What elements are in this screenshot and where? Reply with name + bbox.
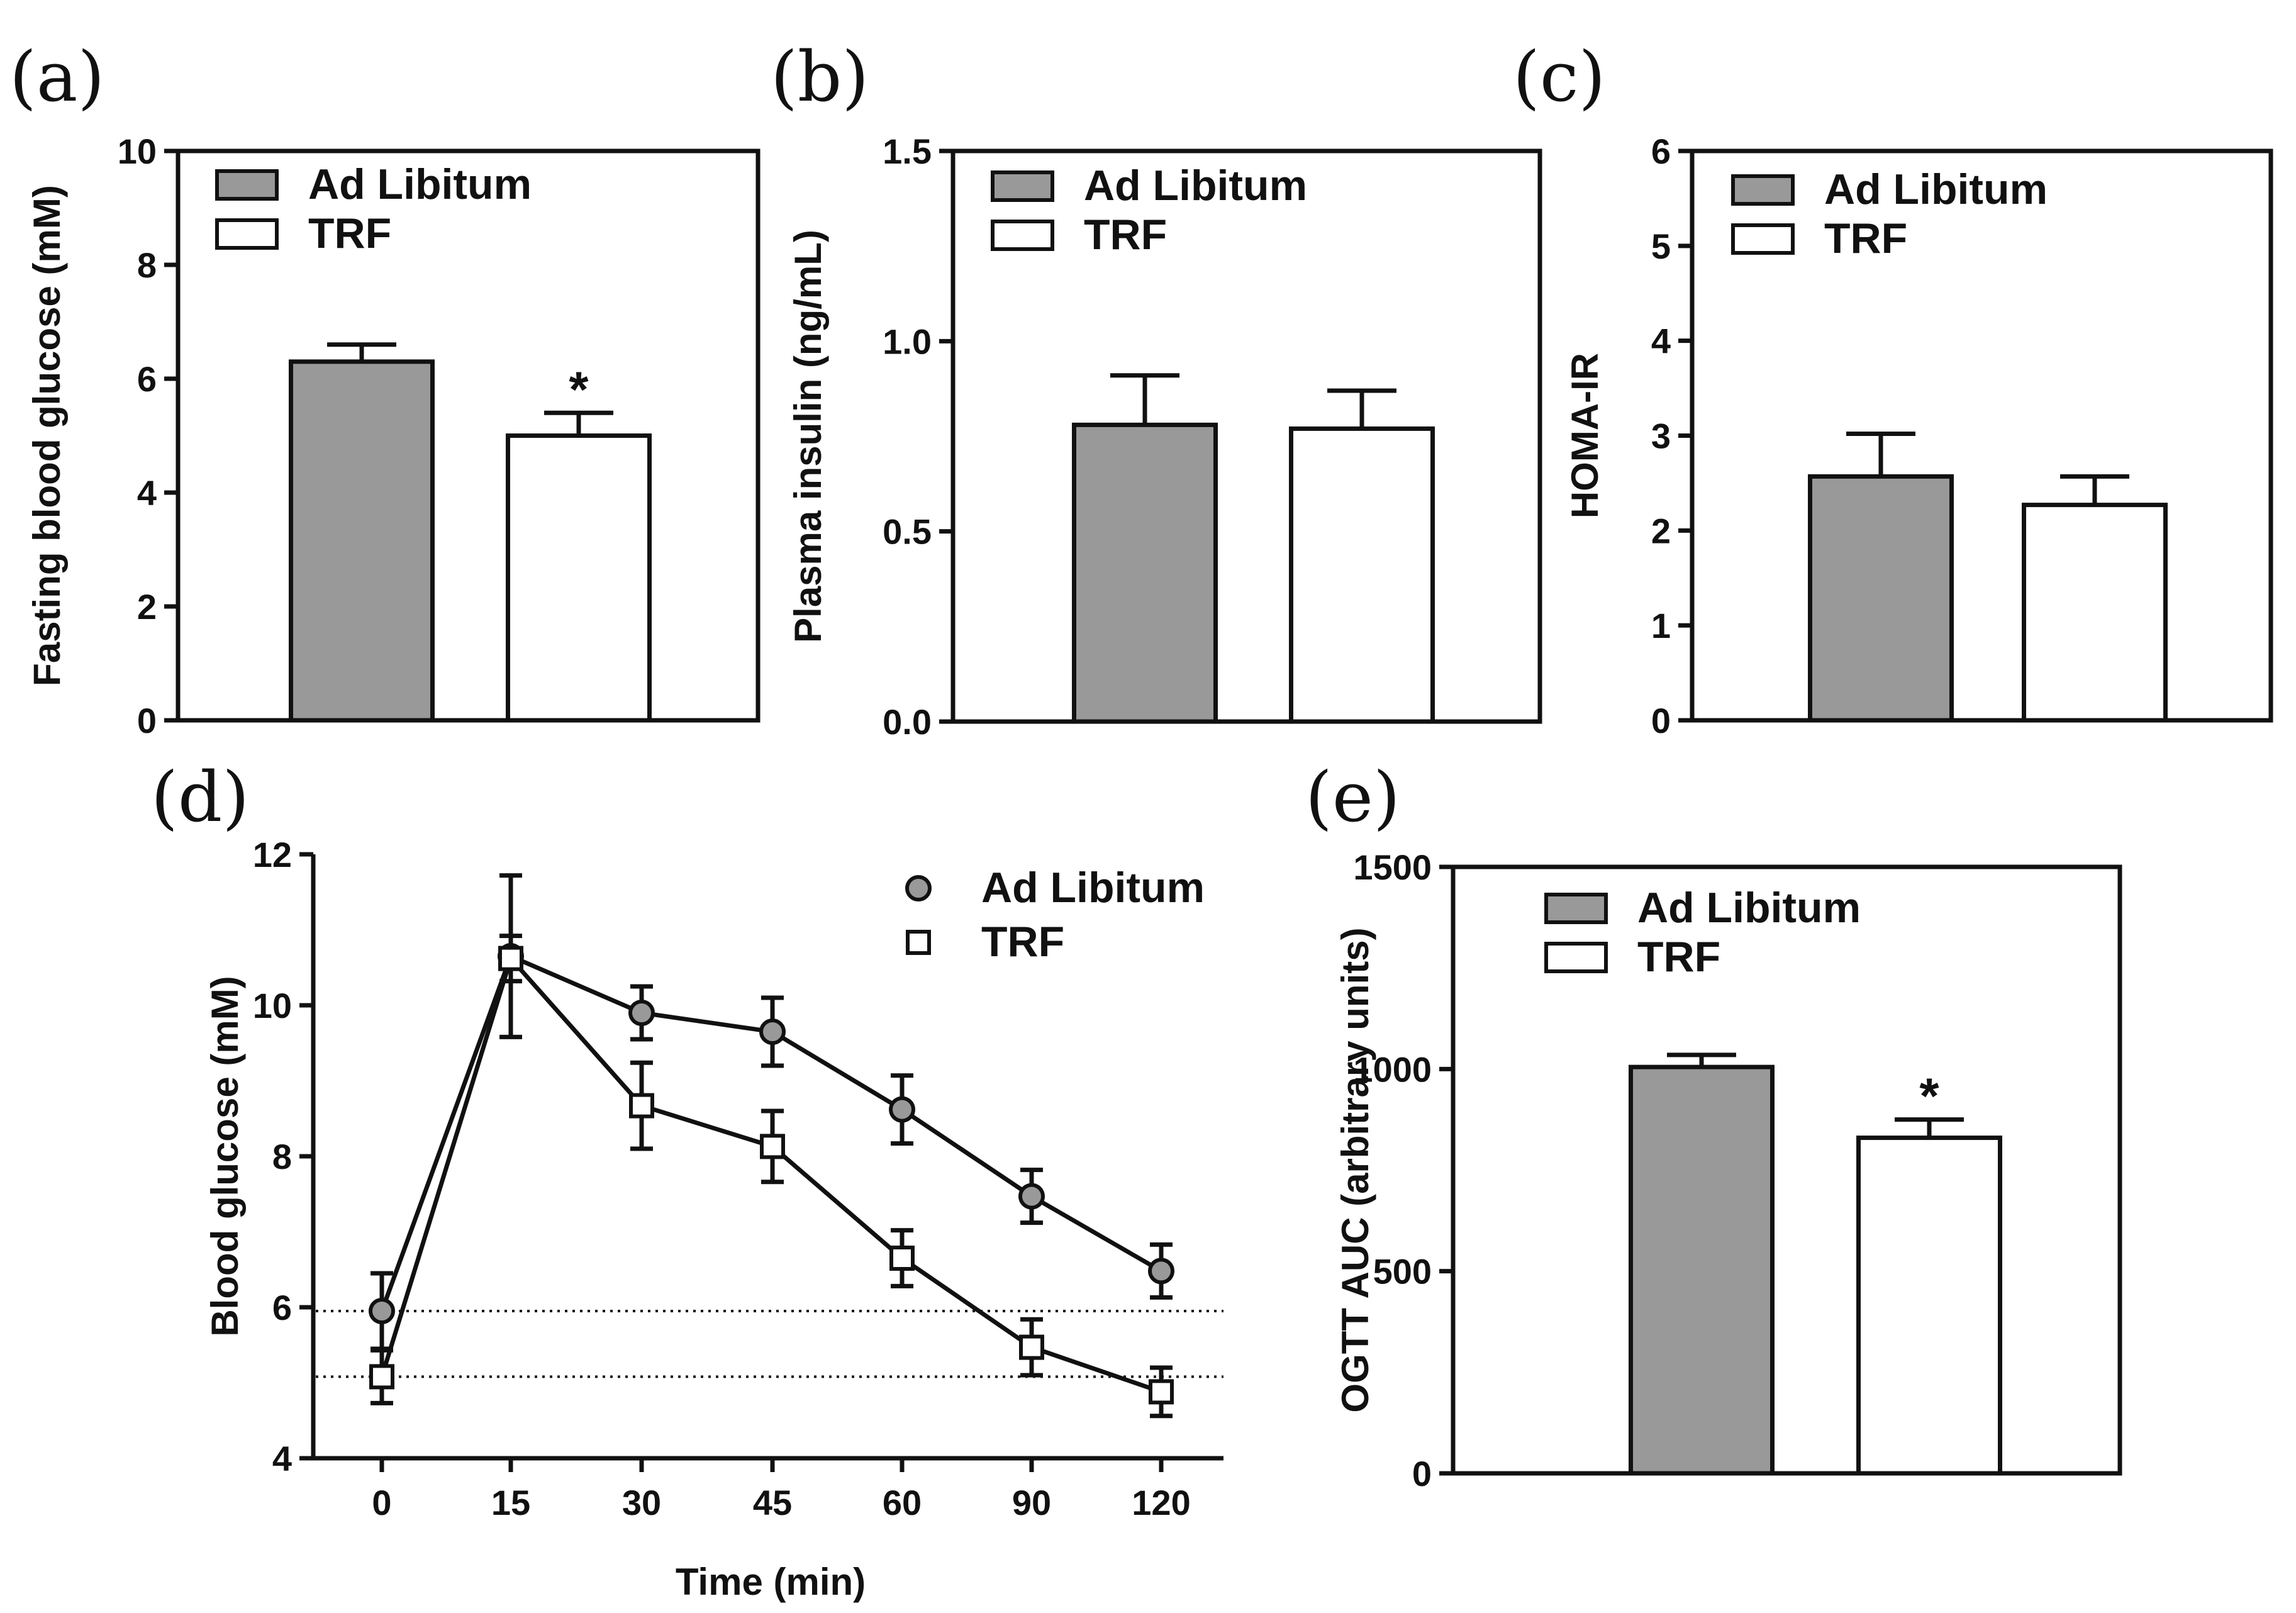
y-tick-label: 8	[137, 245, 157, 285]
panel-plot-frame	[1451, 864, 2122, 1476]
y-tick-label: 10	[118, 131, 157, 171]
data-point-trf	[629, 1093, 654, 1119]
significance-marker: *	[1919, 1068, 1939, 1124]
data-point-ad-libitum	[628, 1000, 655, 1026]
y-tick-label: 2	[137, 587, 157, 627]
panel-letter: (a)	[9, 36, 104, 117]
legend-swatch-ad-libitum	[1544, 893, 1608, 924]
significance-marker: *	[569, 361, 589, 417]
legend-label: Ad Libitum	[308, 160, 532, 208]
y-tick-label: 0	[1651, 701, 1671, 740]
x-tick-label: 90	[1012, 1483, 1051, 1522]
x-axis-title: Time (min)	[676, 1561, 866, 1603]
x-tick-label: 60	[883, 1483, 922, 1522]
y-axis-title: Plasma insulin (ng/mL)	[787, 230, 829, 643]
legend-label: Ad Libitum	[1637, 884, 1861, 932]
y-axis-title: Blood glucose (mM)	[204, 976, 246, 1336]
panel-e: (e) * 0 500 1000 1500 OGTT AUC (arbitrary unit…	[1305, 757, 2122, 1493]
data-point-ad-libitum	[369, 1298, 395, 1324]
legend-swatch-trf	[1544, 942, 1608, 973]
y-tick-label: 1	[1651, 606, 1671, 645]
data-point-trf	[1149, 1379, 1174, 1405]
panel-plot-frame	[176, 148, 761, 723]
y-tick-label: 4	[137, 473, 157, 513]
bar-ad-libitum	[1629, 1064, 1775, 1476]
y-axis-title: HOMA-IR	[1564, 353, 1606, 518]
legend-swatch-trf	[215, 218, 279, 250]
data-point-ad-libitum	[1148, 1258, 1174, 1285]
legend-swatch-trf	[1731, 223, 1795, 255]
y-tick-label: 0.5	[883, 512, 932, 552]
y-tick-label: 6	[1651, 131, 1671, 171]
panel-b: (b) 0.0 0.5 1.0 1.5 Plasma insulin (ng/mL) Ad …	[771, 36, 1542, 742]
x-tick-label: 0	[372, 1483, 391, 1522]
y-tick-label: 1.5	[883, 131, 932, 171]
y-tick-label: 0	[1412, 1454, 1432, 1493]
panel-letter: (e)	[1305, 757, 1400, 837]
bar-ad-libitum	[1072, 422, 1218, 724]
legend-label: Ad Libitum	[1824, 165, 2048, 213]
panel-letter: (d)	[151, 757, 249, 837]
panel-plot-frame	[950, 148, 1542, 724]
data-point-ad-libitum	[1018, 1183, 1045, 1210]
x-tick-label: 45	[753, 1483, 792, 1522]
y-tick-label: 5	[1651, 226, 1671, 266]
x-tick-label: 15	[491, 1483, 530, 1522]
y-tick-label: 4	[1651, 321, 1671, 361]
y-tick-label: 6	[137, 359, 157, 399]
y-tick-label: 0.0	[883, 702, 932, 742]
legend-label: TRF	[981, 918, 1064, 966]
data-point-trf	[369, 1364, 394, 1390]
y-tick-label: 4	[272, 1439, 292, 1478]
y-tick-label: 500	[1373, 1252, 1432, 1292]
y-axis-title: OGTT AUC (arbitrary units)	[1334, 927, 1376, 1412]
legend-label: TRF	[1824, 215, 1907, 262]
bar-trf	[506, 433, 652, 723]
legend-label: TRF	[308, 209, 391, 257]
data-point-trf	[760, 1134, 785, 1159]
y-tick-label: 1500	[1353, 847, 1432, 887]
panel-letter: (b)	[771, 36, 869, 117]
data-point-trf	[889, 1246, 915, 1271]
bar-trf	[1856, 1136, 2002, 1476]
y-tick-label: 1.0	[883, 321, 932, 361]
legend-label: Ad Libitum	[981, 864, 1205, 912]
bar-trf	[1289, 426, 1435, 724]
x-tick-label: 30	[622, 1483, 661, 1522]
x-tick-label: 120	[1132, 1483, 1190, 1522]
bar-ad-libitum	[1808, 474, 1954, 723]
y-tick-label: 3	[1651, 416, 1671, 456]
y-tick-label: 8	[272, 1137, 292, 1176]
data-point-ad-libitum	[759, 1019, 786, 1045]
panel-letter: (c)	[1513, 36, 1605, 117]
y-tick-label: 0	[137, 701, 157, 740]
legend-label: Ad Libitum	[1084, 162, 1307, 209]
data-point-trf	[1019, 1334, 1044, 1360]
legend-swatch-trf	[991, 220, 1054, 251]
legend-swatch-ad-libitum	[1731, 174, 1795, 206]
y-tick-label: 1000	[1353, 1049, 1432, 1089]
y-tick-label: 2	[1651, 511, 1671, 550]
y-tick-label: 10	[253, 986, 292, 1025]
data-point-ad-libitum	[889, 1096, 915, 1123]
legend-label: TRF	[1084, 211, 1167, 259]
legend-marker-trf	[906, 930, 931, 955]
y-tick-label: 12	[253, 835, 292, 874]
y-tick-label: 6	[272, 1288, 292, 1327]
legend-swatch-ad-libitum	[215, 169, 279, 201]
data-point-trf	[498, 946, 523, 971]
bar-trf	[2022, 503, 2168, 723]
legend-swatch-ad-libitum	[991, 170, 1054, 202]
panel-a: (a) * 0 2 4 6 8 10 Fasting blood glucose (mM) Ad …	[9, 36, 761, 740]
y-axis-title: Fasting blood glucose (mM)	[26, 185, 68, 686]
legend-label: TRF	[1637, 933, 1720, 981]
legend-marker-ad-libitum	[905, 875, 932, 901]
bar-ad-libitum	[289, 359, 435, 723]
